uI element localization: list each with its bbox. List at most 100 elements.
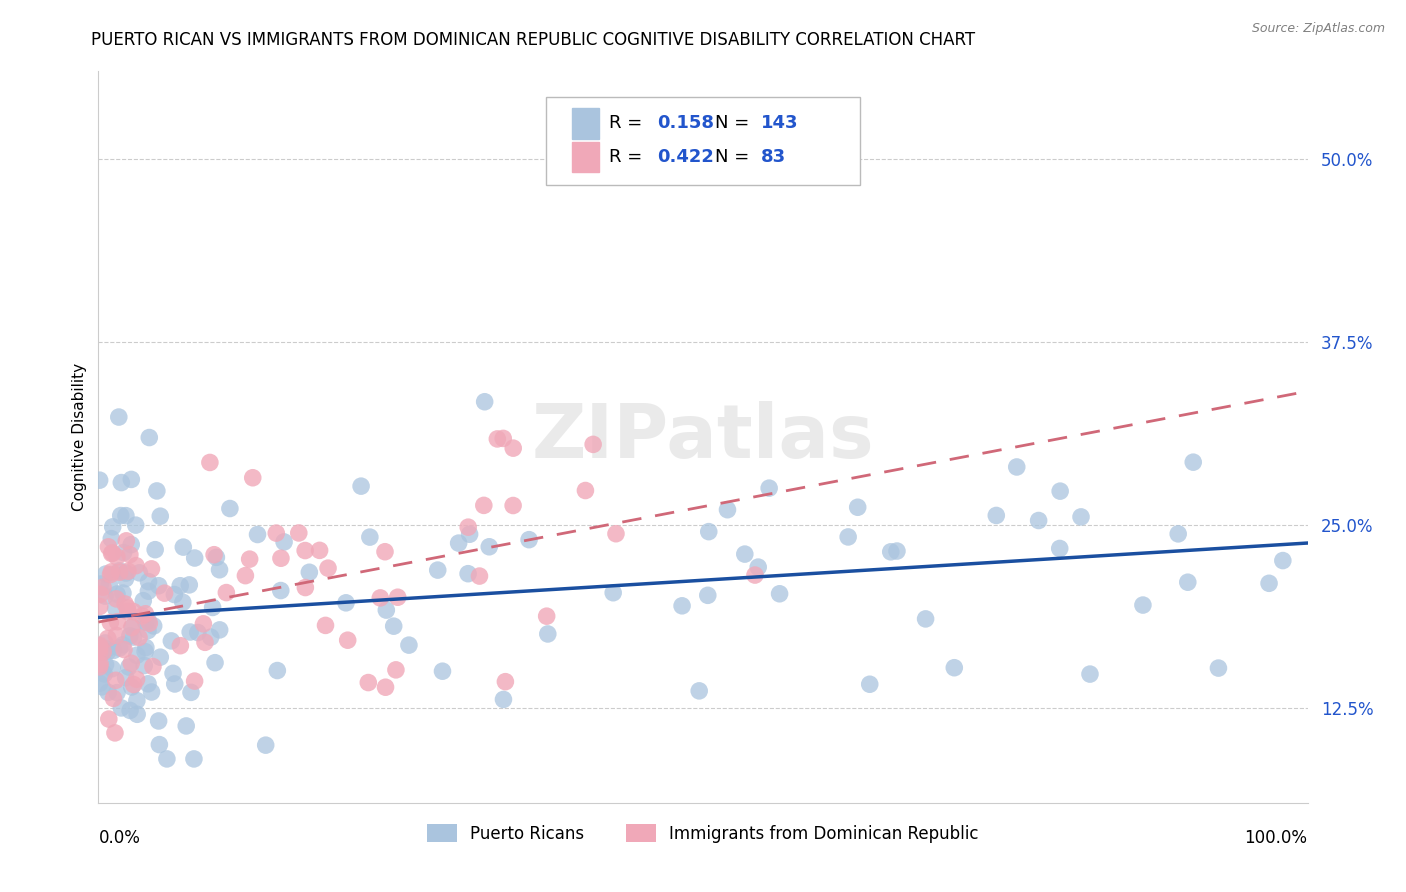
Point [89, 599, 111, 614]
Point [105, 549, 128, 564]
Point [89, 640, 111, 655]
Point [89, 587, 111, 601]
Point [97, 632, 120, 646]
Point [111, 586, 134, 600]
Point [120, 703, 142, 717]
Point [89, 473, 111, 487]
Point [1177, 575, 1199, 590]
Point [101, 520, 124, 534]
Point [125, 693, 148, 707]
Point [374, 545, 396, 559]
Point [747, 560, 769, 574]
Point [101, 662, 124, 676]
Y-axis label: Cognitive Disability: Cognitive Disability [72, 363, 87, 511]
Point [1070, 509, 1092, 524]
Point [103, 643, 125, 657]
Point [734, 547, 756, 561]
Text: 0.0%: 0.0% [98, 829, 141, 847]
Point [122, 630, 145, 644]
Point [117, 605, 139, 619]
Point [98, 577, 121, 591]
Point [153, 586, 176, 600]
Point [254, 738, 277, 752]
Point [457, 520, 479, 534]
Point [294, 581, 316, 595]
Point [359, 530, 381, 544]
Point [187, 625, 209, 640]
Point [89, 649, 111, 664]
Point [1028, 514, 1050, 528]
Point [97, 685, 120, 699]
Point [266, 664, 288, 678]
Point [141, 562, 163, 576]
Point [1271, 553, 1294, 567]
Point [308, 543, 330, 558]
Point [127, 707, 149, 722]
Point [174, 719, 197, 733]
Point [121, 680, 143, 694]
Point [128, 631, 150, 645]
FancyBboxPatch shape [572, 142, 599, 172]
Text: 0.158: 0.158 [657, 114, 714, 132]
Point [837, 530, 859, 544]
Point [1258, 576, 1281, 591]
Point [270, 551, 292, 566]
Point [1078, 667, 1101, 681]
Legend: Puerto Ricans, Immigrants from Dominican Republic: Puerto Ricans, Immigrants from Dominican… [420, 818, 986, 849]
Point [131, 609, 153, 624]
Point [107, 615, 129, 629]
Point [89, 639, 111, 653]
Point [194, 635, 217, 649]
Point [122, 605, 145, 619]
Point [97, 540, 120, 554]
Point [136, 624, 159, 638]
FancyBboxPatch shape [572, 108, 599, 138]
Point [104, 726, 127, 740]
Point [294, 543, 316, 558]
Point [94, 657, 117, 672]
Point [156, 752, 179, 766]
Point [180, 685, 202, 699]
Point [97, 712, 120, 726]
Point [136, 677, 159, 691]
Text: ZIPatlas: ZIPatlas [531, 401, 875, 474]
Point [204, 656, 226, 670]
Point [880, 545, 903, 559]
Point [105, 591, 128, 606]
Point [94, 636, 117, 650]
Point [135, 640, 157, 655]
Point [502, 441, 524, 455]
Point [472, 499, 495, 513]
Point [943, 661, 966, 675]
Point [350, 479, 373, 493]
Point [494, 674, 516, 689]
Point [118, 629, 141, 643]
Point [335, 596, 357, 610]
Point [208, 563, 231, 577]
Point [111, 638, 134, 652]
Point [115, 566, 138, 580]
Text: 83: 83 [761, 148, 786, 166]
Point [986, 508, 1008, 523]
Point [89, 657, 111, 671]
Point [110, 508, 132, 523]
Point [458, 527, 481, 541]
Point [502, 499, 524, 513]
Point [215, 585, 238, 599]
Point [105, 685, 128, 699]
Point [492, 431, 515, 445]
Point [426, 563, 449, 577]
Point [91, 645, 114, 659]
Point [89, 645, 111, 659]
Point [169, 579, 191, 593]
Point [134, 658, 156, 673]
Point [235, 568, 257, 582]
Point [110, 701, 132, 715]
Point [886, 544, 908, 558]
Point [115, 508, 138, 523]
Point [104, 601, 127, 615]
Point [239, 552, 262, 566]
Text: 143: 143 [761, 114, 799, 132]
Point [201, 600, 224, 615]
Point [202, 548, 225, 562]
